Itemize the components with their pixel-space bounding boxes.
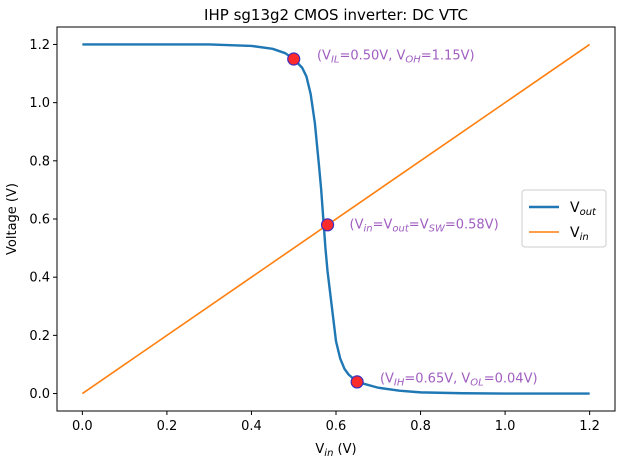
legend-label-sub: out: [580, 207, 597, 218]
legend-label-base: V: [570, 225, 580, 241]
annotation-1-part: IL: [331, 55, 340, 66]
x-tick-label: 0.4: [241, 419, 262, 434]
y-tick-label: 0.0: [29, 387, 50, 402]
annotation-3-part: IH: [394, 378, 405, 389]
y-tick-label: 1.0: [29, 96, 50, 111]
annotation-2: (Vin=Vout=VSW=0.58V): [350, 217, 499, 234]
x-tick-label: 0.6: [326, 419, 347, 434]
annotation-2-part: =0.58V): [445, 217, 499, 232]
chart-title: IHP sg13g2 CMOS inverter: DC VTC: [204, 6, 468, 24]
plot-markers: [287, 52, 364, 389]
series-line-Vout: [82, 43, 590, 395]
legend-box: [521, 189, 607, 248]
y-tick-label: 0.4: [29, 271, 50, 286]
y-tick-label: 0.6: [29, 213, 50, 228]
annotation-3-part: OL: [470, 378, 483, 389]
annotation-3-part: =0.65V, V: [404, 372, 470, 387]
plot-lines: [81, 43, 591, 395]
x-tick-label: 1.0: [495, 419, 516, 434]
annotation-1: (VIL=0.50V, VOH=1.15V): [317, 49, 475, 66]
y-axis-label: Voltage (V): [5, 183, 20, 255]
x-axis-ticks: 0.0 0.2 0.4 0.6 0.8 1.0 1.2: [72, 411, 600, 434]
y-axis-ticks: 0.0 0.2 0.4 0.6 0.8 1.0 1.2: [29, 38, 57, 402]
annotation-1-part: =1.15V): [421, 49, 475, 64]
y-tick-label: 0.8: [29, 154, 50, 169]
annotation-3-part: (V: [380, 372, 394, 387]
x-axis-label-base: V: [315, 442, 324, 457]
x-axis-label-suffix: (V): [333, 442, 356, 457]
annotation-2-part: in: [363, 223, 372, 234]
x-axis-label-sub: in: [324, 448, 333, 459]
annotation-1-part: OH: [405, 55, 421, 66]
y-tick-label: 0.2: [29, 329, 50, 344]
plot-annotations: (VIL=0.50V, VOH=1.15V)(Vin=Vout=VSW=0.58…: [317, 49, 538, 389]
marker-point-1: [287, 52, 301, 66]
marker-point-2: [320, 218, 335, 232]
annotation-3-part: =0.04V): [484, 372, 538, 387]
x-tick-label: 0.8: [410, 419, 431, 434]
x-tick-label: 1.2: [579, 419, 600, 434]
annotation-2-part: out: [392, 223, 409, 234]
annotation-3: (VIH=0.65V, VOL=0.04V): [380, 372, 538, 389]
annotation-2-part: SW: [429, 223, 446, 234]
legend-label-2: Vin: [570, 225, 589, 243]
legend-label-sub: in: [580, 232, 589, 243]
annotation-2-part: =V: [409, 217, 429, 232]
marker-point-3: [350, 375, 364, 389]
series-line-Vin: [81, 43, 591, 395]
y-tick-label: 1.2: [29, 38, 50, 53]
x-axis-label: Vin (V): [315, 442, 356, 459]
legend-label-1: Vout: [570, 200, 597, 218]
annotation-2-part: =V: [373, 217, 393, 232]
legend-label-base: V: [570, 200, 580, 216]
annotation-2-part: (V: [350, 217, 364, 232]
annotation-1-part: =0.50V, V: [339, 49, 405, 64]
x-tick-label: 0.0: [72, 419, 93, 434]
annotation-1-part: (V: [317, 49, 331, 64]
x-tick-label: 0.2: [157, 419, 178, 434]
